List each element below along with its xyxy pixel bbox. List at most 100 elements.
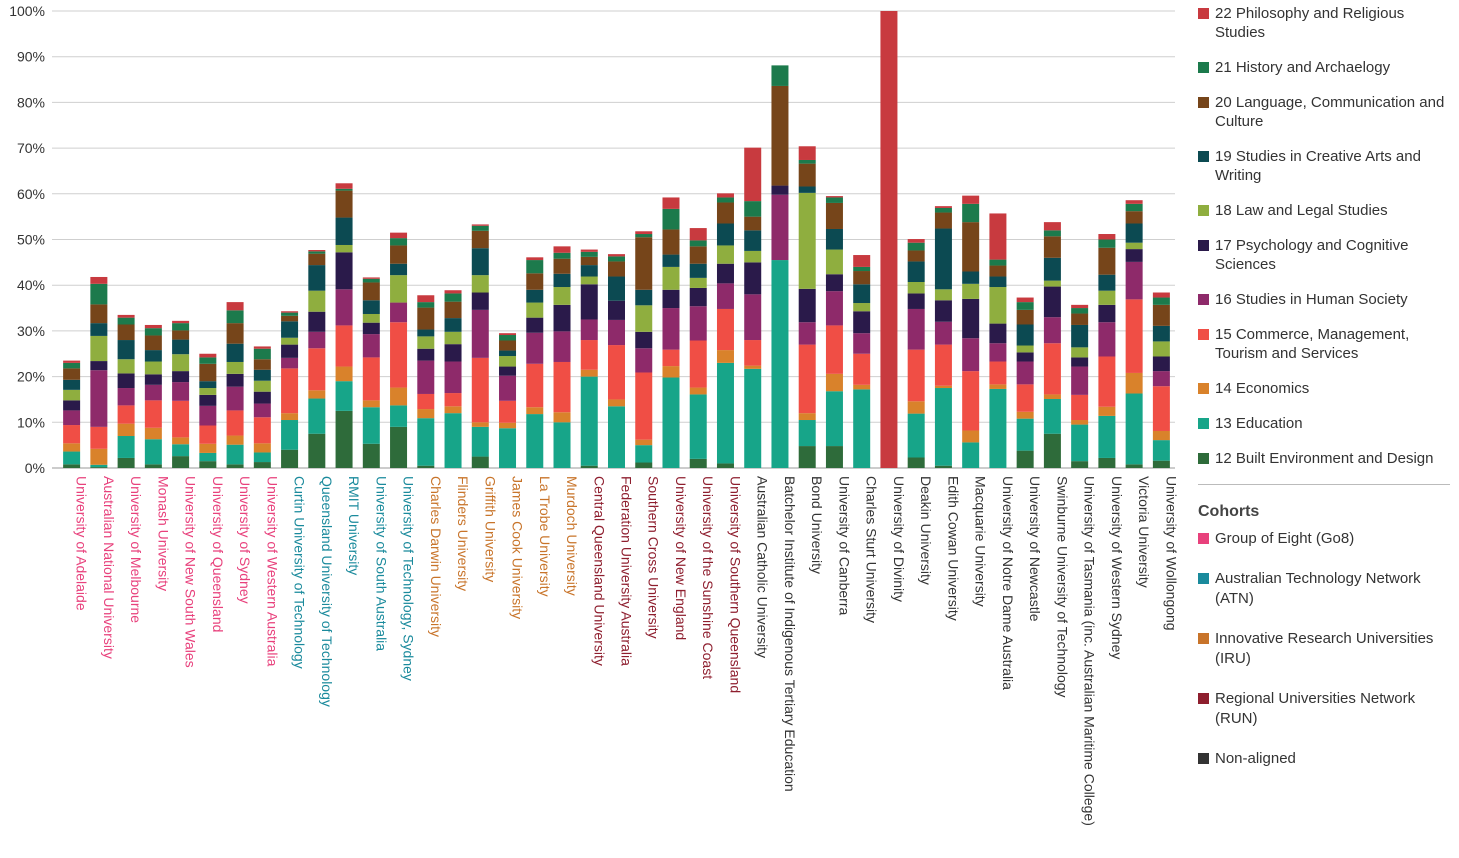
- bar-segment: [689, 394, 707, 459]
- x-tick-label: Southern Cross University: [646, 476, 662, 639]
- bar-segment: [553, 422, 571, 468]
- bar-segment: [1125, 299, 1143, 373]
- bar-segment: [853, 389, 871, 468]
- bar-segment: [144, 350, 162, 362]
- bar-segment: [281, 344, 299, 358]
- bar-segment: [90, 467, 108, 468]
- bar-segment: [907, 413, 925, 458]
- bar-segment: [907, 282, 925, 294]
- x-tick-label: University of South Australia: [373, 476, 389, 651]
- bar-segment: [308, 398, 326, 434]
- bar-segment: [744, 365, 762, 369]
- x-tick-label: Flinders University: [455, 476, 471, 591]
- bar-segment: [335, 366, 353, 382]
- bar-segment: [1071, 347, 1089, 358]
- series-legend: 22 Philosophy and Religious Studies 21 Hi…: [1198, 4, 1453, 468]
- bar-segment: [608, 319, 625, 346]
- bar-segment: [362, 400, 380, 408]
- bar-segment: [744, 340, 762, 366]
- bar-segment: [199, 388, 217, 395]
- bar-segment: [417, 329, 435, 337]
- bar-segment: [962, 271, 980, 284]
- bar-segment: [1071, 324, 1089, 348]
- bar-segment: [608, 261, 625, 277]
- bar-segment: [689, 340, 707, 388]
- bar-segment: [362, 407, 380, 444]
- bar-segment: [63, 451, 81, 465]
- bar-segment: [417, 393, 435, 410]
- bar-segment: [226, 361, 244, 374]
- x-tick-label: Edith Cowan University: [945, 476, 961, 621]
- bar-segment: [1098, 322, 1116, 357]
- bar-segment: [172, 456, 190, 468]
- bar-segment: [553, 252, 571, 259]
- bar-segment: [689, 287, 707, 307]
- bar-segment: [962, 222, 980, 272]
- bar-segment: [1043, 236, 1061, 258]
- bar-segment: [1071, 304, 1089, 309]
- bar-segment: [798, 163, 816, 187]
- bar-segment: [526, 332, 544, 364]
- legend-swatch: [1198, 329, 1209, 340]
- bar-segment: [90, 448, 108, 465]
- bar-segment: [362, 334, 380, 358]
- cohort-label: Australian Technology Network (ATN): [1215, 570, 1421, 607]
- bar-segment: [1016, 384, 1034, 412]
- bar-segment: [907, 250, 925, 262]
- bar-segment: [689, 240, 707, 247]
- bar-segment: [471, 275, 489, 293]
- x-tick-label: University of Wollongong: [1163, 476, 1179, 631]
- bar-segment: [172, 400, 190, 438]
- bar-segment: [662, 208, 680, 230]
- bar-segment: [662, 308, 680, 350]
- bar-segment: [716, 463, 734, 468]
- bar-segment: [744, 250, 762, 263]
- bar-segment: [499, 428, 517, 468]
- bar-segment: [716, 193, 734, 198]
- bar-segment: [253, 417, 271, 444]
- bar-segment: [390, 405, 408, 427]
- bar-segment: [689, 458, 707, 468]
- bar-segment: [172, 382, 190, 401]
- legend-swatch: [1198, 453, 1209, 464]
- bar-segment: [798, 159, 816, 164]
- bar-segment: [635, 331, 653, 349]
- bar-segment: [117, 457, 135, 468]
- bar-segment: [662, 377, 680, 468]
- bar-segment: [471, 357, 489, 423]
- bar-segment: [716, 350, 734, 363]
- bar-segment: [199, 425, 217, 444]
- bar-segment: [853, 333, 871, 354]
- x-tick-label: Monash University: [155, 476, 171, 591]
- bar-segment: [934, 388, 952, 466]
- bar-segment: [199, 461, 217, 468]
- bar-segment: [199, 405, 217, 426]
- bar-segment: [63, 389, 81, 401]
- legend-item: 16 Studies in Human Society: [1198, 290, 1453, 309]
- bar-segment: [716, 362, 734, 464]
- bar-segment: [362, 313, 380, 323]
- bar-segment: [117, 359, 135, 374]
- bar-segment: [662, 349, 680, 367]
- bar-segment: [744, 147, 762, 202]
- bar-segment: [1125, 200, 1143, 204]
- bar-segment: [281, 413, 299, 421]
- bar-segment: [63, 464, 81, 468]
- bar-segment: [117, 317, 135, 325]
- bar-segment: [117, 405, 135, 424]
- legend-label: 21 History and Archaelogy: [1215, 59, 1391, 76]
- bar-segment: [390, 232, 408, 239]
- y-tick-label: 0%: [25, 460, 45, 476]
- bar-segment: [1016, 418, 1034, 451]
- bar-segment: [1071, 313, 1089, 325]
- bar-segment: [1152, 460, 1170, 468]
- bar-segment: [907, 239, 925, 243]
- bar-segment: [471, 248, 489, 276]
- bar-segment: [934, 228, 952, 290]
- bar-segment: [771, 260, 789, 468]
- legend-label: 12 Built Environment and Design: [1215, 450, 1434, 467]
- cohort-item: Australian Technology Network (ATN): [1198, 569, 1453, 609]
- x-tick-label: University of Divinity: [891, 476, 907, 602]
- bar-segment: [444, 393, 462, 407]
- legend-swatch: [1198, 383, 1209, 394]
